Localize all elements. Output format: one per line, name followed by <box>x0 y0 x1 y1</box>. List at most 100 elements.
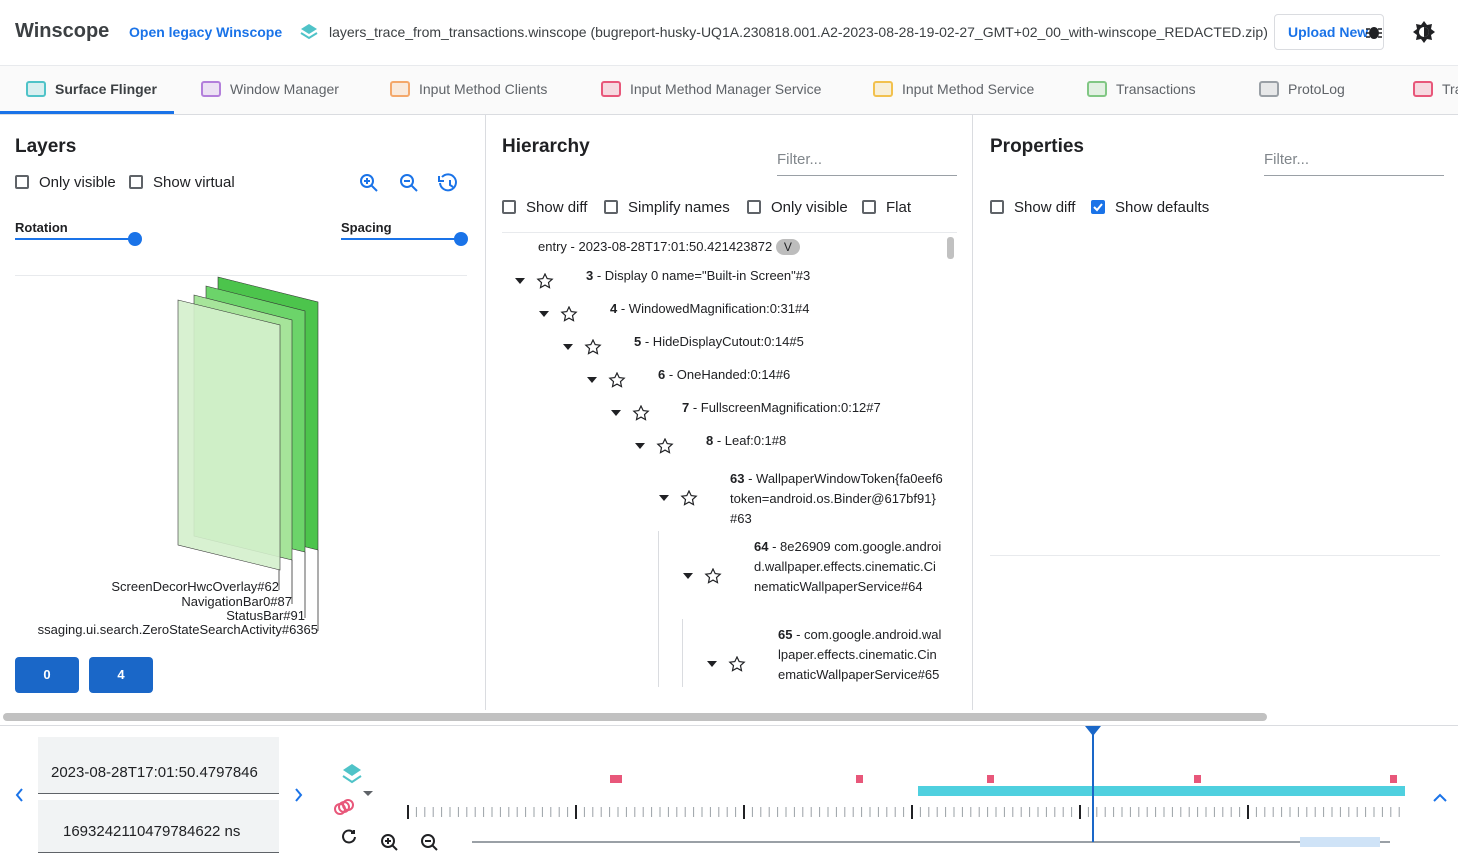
layer-label: ScreenDecorHwcOverlay#62 <box>111 579 279 594</box>
tree-node[interactable]: 63 - WallpaperWindowToken{fa0eef6 token=… <box>730 469 943 529</box>
checkbox[interactable] <box>990 200 1004 214</box>
tab-icon <box>390 81 410 97</box>
node-id: 63 <box>730 471 745 486</box>
checkbox-label: Only visible <box>771 199 848 216</box>
panel-divider <box>485 115 486 710</box>
bug-icon[interactable] <box>1365 23 1383 41</box>
tree-node[interactable]: 65 - com.google.android.wallpaper.effect… <box>778 625 943 685</box>
zoom-controls <box>360 173 457 192</box>
node-controls[interactable] <box>538 306 578 322</box>
node-controls[interactable] <box>586 372 626 388</box>
tree-node[interactable]: 5 - HideDisplayCutout:0:14#5 <box>634 332 804 352</box>
expand-arrow <box>611 410 621 416</box>
star <box>704 568 722 584</box>
tab[interactable]: Input Method Service <box>902 81 1035 97</box>
tree-root[interactable]: entry - 2023-08-28T17:01:50.421423872 V <box>538 237 800 257</box>
expand-arrow <box>515 278 525 284</box>
checkbox[interactable] <box>604 200 618 214</box>
tab[interactable]: Input Method Manager Service <box>630 81 822 97</box>
display-button[interactable]: 0 <box>15 657 79 693</box>
tab-icon <box>26 81 46 97</box>
expand-arrow <box>659 495 669 501</box>
filter-input[interactable]: Filter... <box>1264 151 1310 168</box>
divider <box>0 114 1458 115</box>
node-name: - Display 0 name="Built-in Screen"#3 <box>596 268 811 283</box>
star <box>608 372 626 388</box>
tab-bar <box>0 66 1458 114</box>
time-input[interactable] <box>38 737 279 794</box>
tree-guide <box>658 531 659 687</box>
slider-thumb[interactable] <box>128 232 142 246</box>
node-controls[interactable] <box>658 490 698 506</box>
checkbox[interactable] <box>747 200 761 214</box>
upload-button[interactable] <box>1274 14 1384 50</box>
file-name: layers_trace_from_transactions.winscope … <box>329 24 1268 40</box>
tab[interactable]: Surface Flinger <box>55 81 157 97</box>
slider-label: Rotation <box>15 220 68 235</box>
divider <box>15 275 467 276</box>
tab[interactable]: Tra <box>1442 81 1458 97</box>
slider-label: Spacing <box>341 220 392 235</box>
node-id: 3 <box>586 268 594 283</box>
tree-node[interactable]: 3 - Display 0 name="Built-in Screen"#3 <box>586 266 810 286</box>
star <box>584 339 602 355</box>
panel-title: Layers <box>15 136 77 157</box>
tree-node[interactable]: 64 - 8e26909 com.google.android.wallpape… <box>754 537 943 597</box>
node-id: 64 <box>754 539 769 554</box>
node-controls[interactable] <box>610 405 650 421</box>
node-controls[interactable] <box>514 273 554 289</box>
tab[interactable]: Window Manager <box>230 81 339 97</box>
tree-node[interactable]: 8 - Leaf:0:1#8 <box>706 431 786 451</box>
node-name: - 8e26909 com.google.android.wallpaper.e… <box>754 539 942 594</box>
checkbox[interactable] <box>15 175 29 189</box>
slider-track[interactable] <box>341 238 461 240</box>
display-button[interactable]: 4 <box>89 657 153 693</box>
layers-3d-view <box>177 276 319 631</box>
tree-node[interactable]: 6 - OneHanded:0:14#6 <box>658 365 790 385</box>
node-timestamp: - 2023-08-28T17:01:50.421423872 <box>570 239 773 254</box>
node-name: - WindowedMagnification:0:31#4 <box>620 301 810 316</box>
tab-icon <box>601 81 621 97</box>
node-name: - com.google.android.wallpaper.effects.c… <box>778 627 942 682</box>
scrollbar[interactable] <box>3 713 1267 721</box>
tree-node[interactable]: 7 - FullscreenMagnification:0:12#7 <box>682 398 881 418</box>
tab-icon <box>1259 81 1279 97</box>
checkbox-label: Show defaults <box>1115 199 1210 216</box>
node-id: 4 <box>610 301 618 316</box>
slider-thumb[interactable] <box>454 232 468 246</box>
theme-icon[interactable] <box>1413 21 1435 43</box>
node-controls[interactable] <box>682 568 722 584</box>
upload-label[interactable]: Upload New <box>1288 24 1369 40</box>
checkbox[interactable] <box>502 200 516 214</box>
nav-arrows[interactable] <box>10 785 310 805</box>
tree: entry - 2023-08-28T17:01:50.421423872 V … <box>502 232 957 692</box>
filter-input[interactable]: Filter... <box>777 151 823 168</box>
node-label: entry <box>538 239 567 254</box>
layer-label: ssaging.ui.search.ZeroStateSearchActivit… <box>37 622 318 637</box>
checkbox-label: Show diff <box>1014 199 1076 216</box>
node-name: - FullscreenMagnification:0:12#7 <box>692 400 881 415</box>
checkbox[interactable] <box>862 200 876 214</box>
expand-arrow <box>539 311 549 317</box>
node-name: - WallpaperWindowToken{fa0eef6 token=and… <box>730 471 943 526</box>
checkbox[interactable] <box>129 175 143 189</box>
tab[interactable]: Transactions <box>1116 81 1196 97</box>
node-controls[interactable] <box>634 438 674 454</box>
node-controls[interactable] <box>706 656 746 672</box>
slider-track[interactable] <box>15 238 135 240</box>
input-underline <box>777 175 957 176</box>
node-id: 8 <box>706 433 714 448</box>
legacy-link[interactable]: Open legacy Winscope <box>129 24 283 40</box>
time-input[interactable] <box>38 800 279 853</box>
tree-node[interactable]: 4 - WindowedMagnification:0:31#4 <box>610 299 809 319</box>
star <box>560 306 578 322</box>
checkbox-label: Show diff <box>526 199 588 216</box>
node-controls[interactable] <box>562 339 602 355</box>
tab[interactable]: ProtoLog <box>1288 81 1345 97</box>
scrollbar[interactable] <box>947 237 954 259</box>
checkbox[interactable] <box>1091 200 1105 214</box>
input-underline <box>1264 175 1444 176</box>
timestamp-ns: 1693242110479784622 ns <box>63 823 241 840</box>
star <box>632 405 650 421</box>
tab[interactable]: Input Method Clients <box>419 81 548 97</box>
